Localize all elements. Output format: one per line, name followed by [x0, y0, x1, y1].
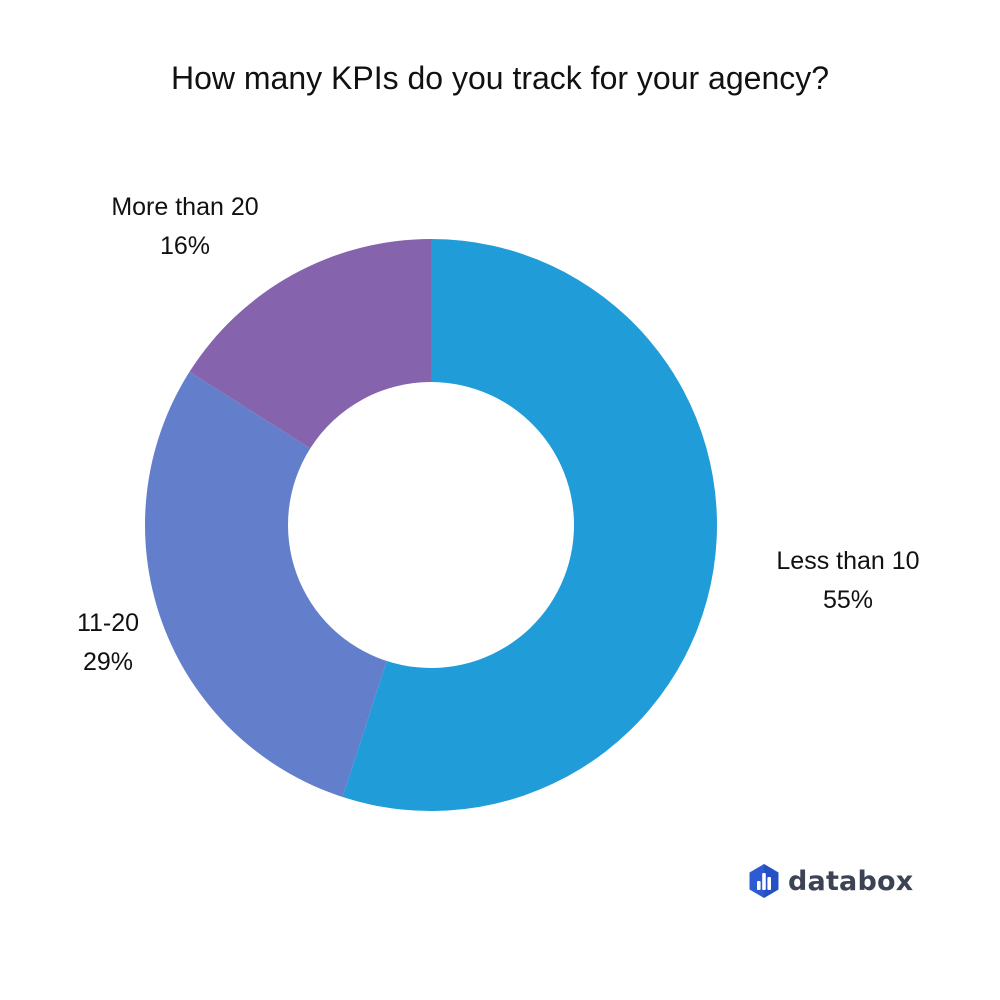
slice-label-11-20: 11-20 29% — [40, 604, 176, 682]
databox-logo-icon — [749, 864, 779, 898]
slice-percent-label: 55% — [822, 586, 874, 614]
donut-slice-11-20 — [144, 371, 387, 798]
slice-percent-label: 29% — [82, 648, 134, 676]
databox-brand: databox — [748, 861, 913, 901]
donut-slice-more-than-20 — [189, 239, 431, 449]
slice-percent-label: 16% — [159, 232, 211, 260]
donut-slices — [144, 239, 718, 811]
slice-label-more-than-20: More than 20 16% — [80, 188, 290, 266]
slice-category-label: 11-20 — [76, 609, 140, 637]
donut-slice-less-than-10 — [342, 239, 718, 811]
slice-category-label: More than 20 — [111, 193, 259, 221]
slice-label-less-than-10: Less than 10 55% — [745, 542, 951, 620]
chart-title: How many KPIs do you track for your agen… — [170, 60, 830, 96]
slice-category-label: Less than 10 — [776, 547, 920, 575]
brand-name: databox — [788, 865, 914, 897]
